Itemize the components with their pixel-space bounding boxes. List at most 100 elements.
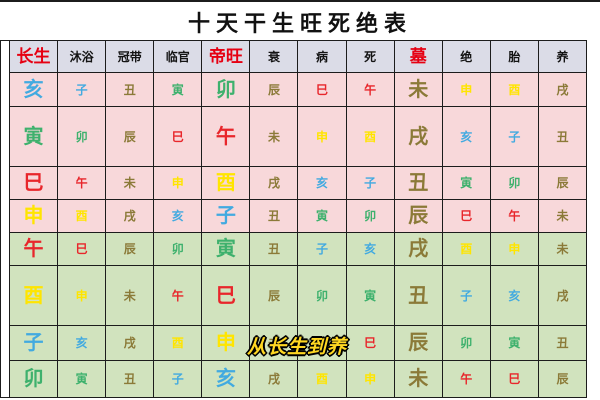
header-cell: 墓 xyxy=(394,41,442,72)
branch-cell: 丑 xyxy=(538,326,586,360)
branch-cell: 未 xyxy=(106,266,154,325)
branch-cell: 未 xyxy=(538,233,586,265)
branch-cell: 巳 xyxy=(202,266,250,325)
branch-cell: 卯 xyxy=(202,73,250,106)
branch-cell: 午 xyxy=(154,266,202,325)
branch-cell: 戌 xyxy=(106,200,154,232)
branch-cell: 辰 xyxy=(250,73,298,106)
header-cell: 衰 xyxy=(250,41,298,72)
branch-cell: 子 xyxy=(58,73,106,106)
branch-cell: 戌 xyxy=(394,107,442,166)
branch-cell: 亥 xyxy=(490,266,538,325)
branch-cell: 午 xyxy=(490,200,538,232)
branch-cell: 寅 xyxy=(154,73,202,106)
branch-cell: 巳 xyxy=(490,361,538,397)
branch-cell: 丑 xyxy=(250,200,298,232)
branch-cell: 丑 xyxy=(538,107,586,166)
branch-cell: 午 xyxy=(58,167,106,199)
branch-cell: 巳 xyxy=(442,200,490,232)
branch-cell: 丑 xyxy=(394,167,442,199)
branch-cell: 亥 xyxy=(154,200,202,232)
branch-cell: 卯 xyxy=(10,361,58,397)
branch-cell: 卯 xyxy=(58,107,106,166)
branch-cell: 戌 xyxy=(394,233,442,265)
branch-cell: 辰 xyxy=(538,361,586,397)
branch-cell: 辰 xyxy=(106,233,154,265)
branch-cell: 戌 xyxy=(538,73,586,106)
branch-cell: 戌 xyxy=(250,361,298,397)
header-cell: 帝旺 xyxy=(202,41,250,72)
branch-cell: 辰 xyxy=(394,200,442,232)
header-cell: 沐浴 xyxy=(58,41,106,72)
branch-cell: 子 xyxy=(346,167,394,199)
branch-cell: 辰 xyxy=(538,167,586,199)
branch-cell: 亥 xyxy=(346,233,394,265)
branch-cell: 辰 xyxy=(106,107,154,166)
branch-cell: 酉 xyxy=(298,361,346,397)
branch-cell: 寅 xyxy=(442,167,490,199)
branch-cell: 午 xyxy=(346,73,394,106)
top-border-line xyxy=(0,0,600,2)
stem-gutter-column xyxy=(1,41,9,397)
branch-cell: 亥 xyxy=(442,107,490,166)
branch-cell: 酉 xyxy=(58,200,106,232)
branch-cell: 卯 xyxy=(346,200,394,232)
branch-cell: 酉 xyxy=(202,167,250,199)
branch-cell: 子 xyxy=(442,266,490,325)
header-cell: 养 xyxy=(538,41,586,72)
branch-cell: 子 xyxy=(154,361,202,397)
header-cell: 胎 xyxy=(490,41,538,72)
branch-cell: 寅 xyxy=(10,107,58,166)
branch-cell: 酉 xyxy=(490,73,538,106)
branch-cell: 申 xyxy=(154,167,202,199)
branch-cell: 亥 xyxy=(298,167,346,199)
branch-cell: 申 xyxy=(58,266,106,325)
branch-cell: 戌 xyxy=(106,326,154,360)
branch-cell: 未 xyxy=(106,167,154,199)
branch-cell: 巳 xyxy=(298,73,346,106)
header-cell: 临官 xyxy=(154,41,202,72)
branch-cell: 寅 xyxy=(58,361,106,397)
branch-cell: 子 xyxy=(490,107,538,166)
branch-cell: 酉 xyxy=(346,107,394,166)
branch-cell: 酉 xyxy=(442,233,490,265)
header-cell: 病 xyxy=(298,41,346,72)
page-title: 十天干生旺死绝表 xyxy=(187,11,412,36)
branch-cell: 卯 xyxy=(154,233,202,265)
branch-cell: 未 xyxy=(538,200,586,232)
branch-cell: 午 xyxy=(442,361,490,397)
header-cell: 长生 xyxy=(10,41,58,72)
branch-cell: 卯 xyxy=(490,167,538,199)
branch-cell: 申 xyxy=(442,73,490,106)
branch-cell: 酉 xyxy=(154,326,202,360)
branch-cell: 午 xyxy=(298,326,346,360)
branch-cell: 申 xyxy=(346,361,394,397)
branch-cell: 寅 xyxy=(490,326,538,360)
branch-cell: 巳 xyxy=(10,167,58,199)
branch-cell: 丑 xyxy=(394,266,442,325)
branch-cell: 申 xyxy=(10,200,58,232)
watermark: 从长生到养 xyxy=(246,336,347,358)
branch-cell: 午 xyxy=(10,233,58,265)
branch-cell: 辰 xyxy=(250,266,298,325)
branch-cell: 寅 xyxy=(202,233,250,265)
life-stage-table: 长生 沐浴 冠带 临官 帝旺衰病死墓绝胎养亥子丑寅卯辰巳午未申酉戌寅卯辰巳午未申酉戌亥子… xyxy=(0,40,587,398)
branch-cell: 午 xyxy=(202,107,250,166)
branch-cell: 亥 xyxy=(202,361,250,397)
branch-cell: 申 xyxy=(490,233,538,265)
branch-cell: 亥 xyxy=(58,326,106,360)
branch-cell: 戌 xyxy=(538,266,586,325)
branch-cell: 丑 xyxy=(106,73,154,106)
branch-cell: 巳 xyxy=(346,326,394,360)
branch-cell: 戌 xyxy=(250,167,298,199)
branch-cell: 卯 xyxy=(298,266,346,325)
branch-cell: 申 xyxy=(202,326,250,360)
branch-cell: 子 xyxy=(202,200,250,232)
branch-cell: 辰 xyxy=(394,326,442,360)
branch-cell: 巳 xyxy=(154,107,202,166)
branch-cell: 未 xyxy=(250,326,298,360)
header-cell: 绝 xyxy=(442,41,490,72)
branch-cell: 丑 xyxy=(250,233,298,265)
branch-cell: 丑 xyxy=(106,361,154,397)
